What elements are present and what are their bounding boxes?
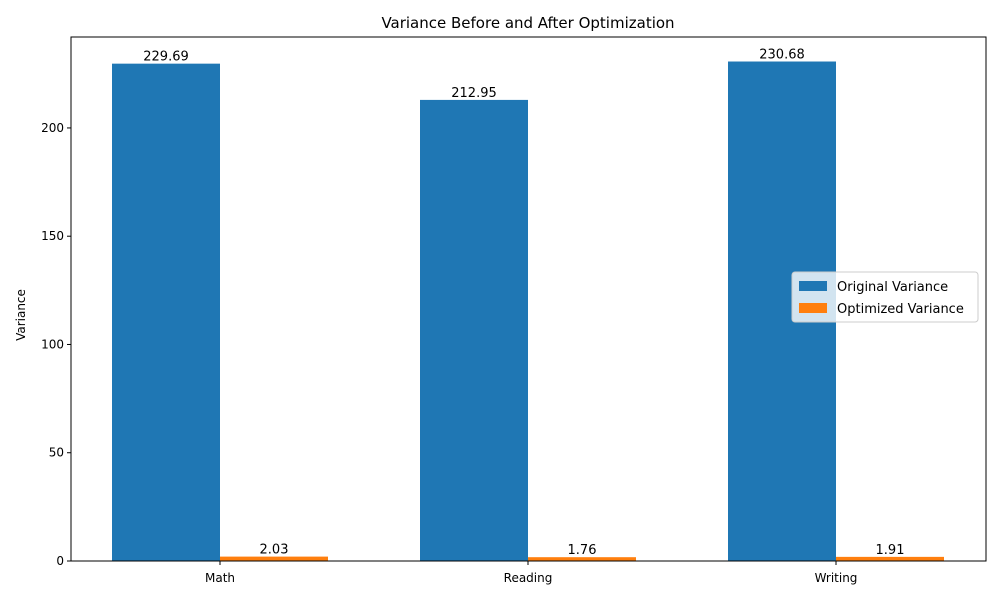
- bar-optimized-variance-reading: [528, 557, 636, 561]
- y-tick-label: 150: [41, 229, 64, 243]
- bar-optimized-variance-writing: [836, 556, 944, 561]
- x-tick-label: Writing: [815, 571, 858, 585]
- legend-box: [791, 271, 979, 323]
- legend-label: Original Variance: [837, 280, 948, 295]
- x-tick-label: Math: [205, 571, 235, 585]
- bar-original-variance-reading: [420, 99, 528, 562]
- y-tick-label: 100: [41, 337, 64, 351]
- y-tick-label: 50: [49, 446, 64, 460]
- legend-label: Optimized Variance: [837, 302, 964, 317]
- data-label: 1.91: [876, 543, 905, 558]
- y-tick-label: 200: [41, 121, 64, 135]
- x-tick-label: Reading: [504, 571, 553, 585]
- data-label: 212.95: [451, 86, 497, 101]
- data-label: 2.03: [260, 543, 289, 558]
- bar-optimized-variance-math: [220, 556, 328, 561]
- bar-original-variance-math: [112, 63, 220, 561]
- data-label: 229.69: [143, 50, 189, 65]
- data-label: 230.68: [759, 48, 805, 63]
- legend-swatch: [799, 303, 827, 313]
- legend-swatch: [799, 281, 827, 291]
- data-label: 1.76: [568, 543, 597, 558]
- y-tick-label: 0: [56, 554, 64, 568]
- y-axis-label: Variance: [14, 289, 28, 341]
- chart-title: Variance Before and After Optimization: [381, 14, 674, 32]
